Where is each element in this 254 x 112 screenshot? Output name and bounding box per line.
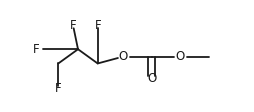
- Text: F: F: [70, 19, 76, 32]
- Text: F: F: [33, 43, 40, 56]
- Text: O: O: [147, 72, 156, 85]
- Text: O: O: [119, 50, 128, 63]
- Text: F: F: [94, 19, 101, 32]
- Text: F: F: [55, 82, 62, 95]
- Text: O: O: [176, 50, 185, 63]
